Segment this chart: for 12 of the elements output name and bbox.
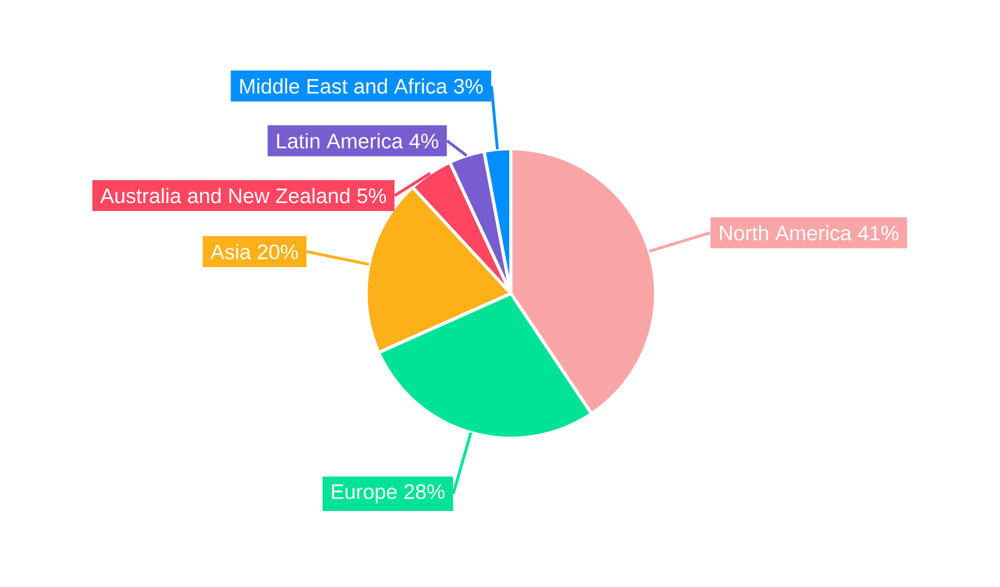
data-label: 41% [858,226,898,240]
slice-label: North America [720,225,852,240]
data-label: 5% [357,188,386,204]
slice-label: Asia [210,244,252,260]
slice-label: Latin America [277,133,404,148]
slice-label: Europe [332,484,397,504]
slice-label: Australia and New Zealand [100,188,350,204]
slice-label: Middle East and Africa [240,78,448,94]
data-label: 4% [409,134,438,148]
data-label: 28% [404,484,444,500]
data-label: 3% [454,78,483,94]
data-label: 20% [258,244,298,260]
